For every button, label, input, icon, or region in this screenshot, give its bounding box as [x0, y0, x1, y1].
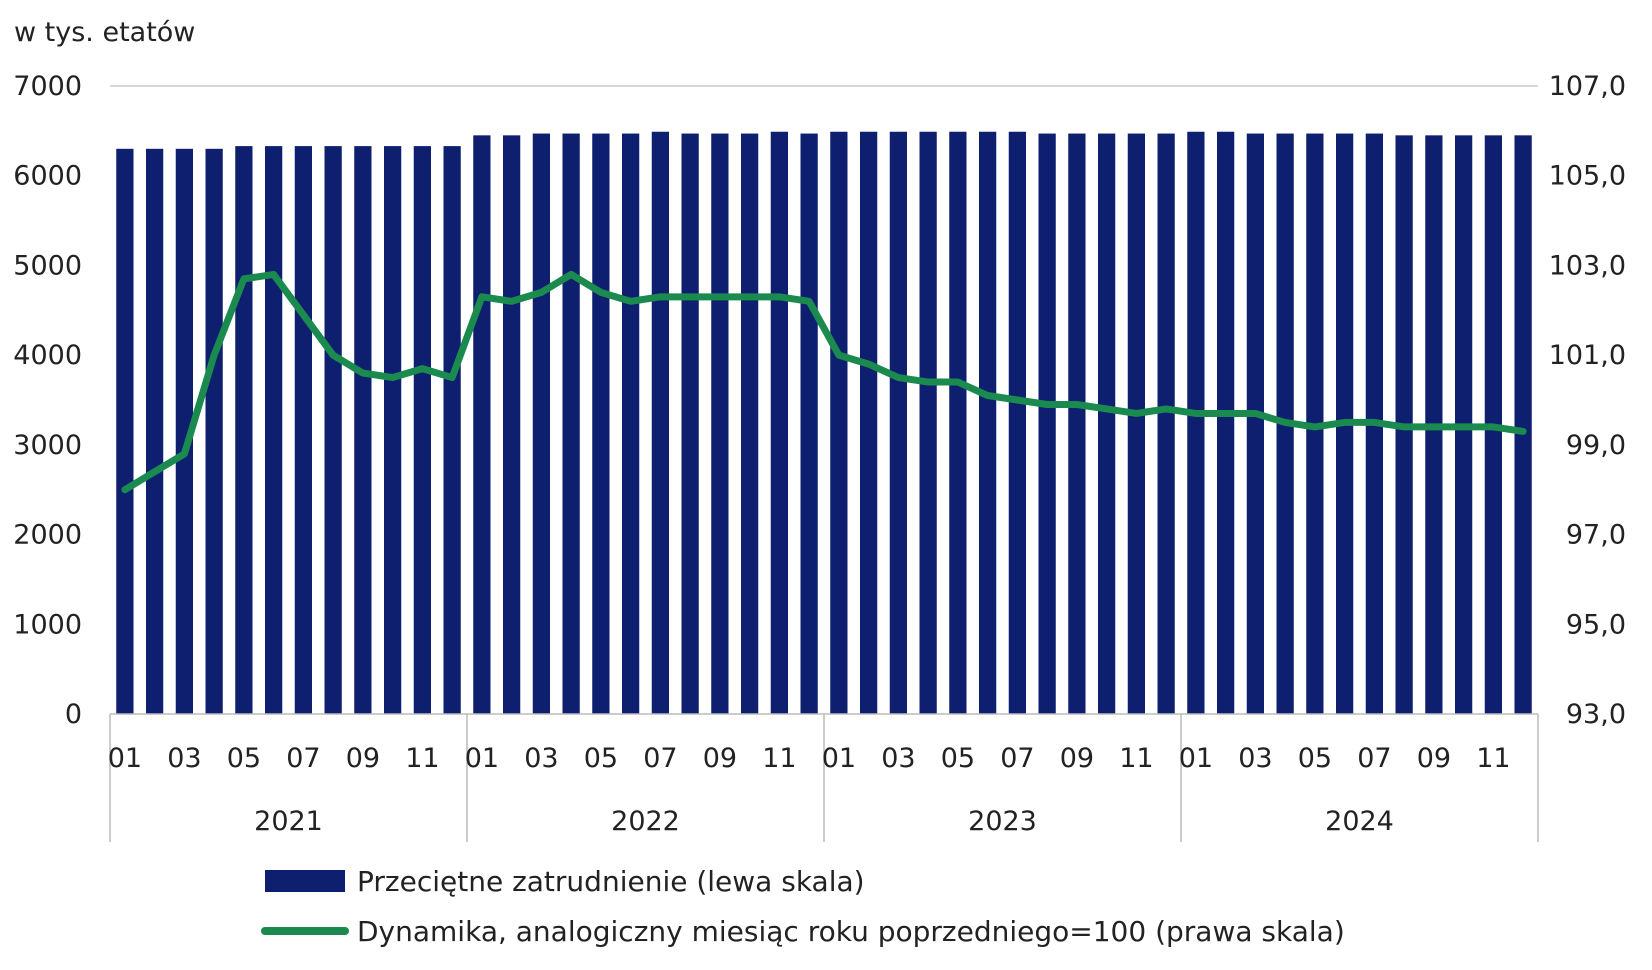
- month-label: 11: [1476, 743, 1510, 774]
- bar-2022-05: [592, 133, 610, 715]
- month-label: 01: [1179, 743, 1213, 774]
- legend-bar-swatch: [265, 870, 345, 892]
- month-label: 03: [1238, 743, 1272, 774]
- left-tick-label: 7000: [13, 71, 82, 102]
- bar-2022-07: [651, 131, 669, 714]
- month-label: 01: [822, 743, 856, 774]
- bar-2024-03: [1246, 133, 1264, 715]
- bar-2024-02: [1217, 131, 1235, 714]
- bar-2023-04: [919, 131, 937, 714]
- left-tick-label: 1000: [13, 609, 82, 640]
- left-tick-label: 0: [65, 699, 82, 730]
- bar-2023-07: [1008, 131, 1026, 714]
- left-axis-unit-label: w tys. etatów: [14, 17, 195, 48]
- month-label: 09: [346, 743, 380, 774]
- month-label: 07: [286, 743, 320, 774]
- bar-2021-10: [384, 146, 402, 715]
- left-tick-label: 2000: [13, 520, 82, 551]
- month-label: 05: [227, 743, 261, 774]
- left-tick-label: 6000: [13, 161, 82, 192]
- bar-2022-10: [741, 133, 759, 715]
- bar-2023-02: [860, 131, 878, 714]
- legend: Przeciętne zatrudnienie (lewa skala) Dyn…: [261, 865, 1345, 948]
- month-label: 11: [1119, 743, 1153, 774]
- right-tick-label: 105,0: [1549, 161, 1626, 192]
- bar-2022-11: [770, 131, 788, 714]
- bar-2021-08: [324, 146, 342, 715]
- year-label: 2023: [968, 806, 1037, 837]
- bar-2021-04: [205, 148, 223, 715]
- dynamics-line: [121, 270, 1527, 494]
- month-label: 07: [643, 743, 677, 774]
- bar-2023-09: [1068, 133, 1086, 715]
- bar-2021-03: [175, 148, 193, 715]
- month-label: 07: [1357, 743, 1391, 774]
- bar-2022-04: [562, 133, 580, 715]
- right-tick-label: 101,0: [1549, 340, 1626, 371]
- right-axis-ticks: 93,0 95,0 97,0 99,0 101,0 103,0 105,0 107,0: [1549, 71, 1626, 730]
- bar-2024-01: [1187, 131, 1205, 714]
- month-label: 09: [1417, 743, 1451, 774]
- month-label: 09: [1060, 743, 1094, 774]
- right-tick-label: 97,0: [1566, 520, 1626, 551]
- month-label: 03: [524, 743, 558, 774]
- bar-2022-08: [681, 133, 699, 715]
- year-label: 2024: [1325, 806, 1394, 837]
- right-tick-label: 93,0: [1566, 699, 1626, 730]
- bar-2022-02: [503, 135, 521, 715]
- x-axis: 01 03 05 07 09 11 2021 01 03 05 07 09 11 2022 01 03 05 07…: [108, 713, 1539, 842]
- legend-line-label: Dynamika, analogiczny miesiąc roku poprz…: [357, 915, 1345, 948]
- bar-2023-01: [830, 131, 848, 714]
- bar-2021-07: [294, 146, 312, 715]
- month-label: 09: [703, 743, 737, 774]
- legend-bar-label: Przeciętne zatrudnienie (lewa skala): [357, 865, 865, 898]
- right-tick-label: 103,0: [1549, 250, 1626, 281]
- month-label: 01: [465, 743, 499, 774]
- month-label: 05: [584, 743, 618, 774]
- bar-2023-12: [1157, 133, 1175, 715]
- left-axis-ticks: 0 1000 2000 3000 4000 5000 6000 7000: [13, 71, 82, 730]
- bar-2023-05: [949, 131, 967, 714]
- bar-2021-11: [413, 146, 431, 715]
- bar-2021-12: [443, 146, 461, 715]
- bar-2021-06: [265, 146, 283, 715]
- bar-2023-08: [1038, 133, 1056, 715]
- month-label: 03: [881, 743, 915, 774]
- bar-2021-09: [354, 146, 372, 715]
- month-label: 05: [941, 743, 975, 774]
- month-label: 03: [167, 743, 201, 774]
- month-label: 05: [1298, 743, 1332, 774]
- bar-2022-01: [473, 135, 491, 715]
- bar-2022-09: [711, 133, 729, 715]
- bar-2023-11: [1127, 133, 1145, 715]
- bar-2022-12: [800, 133, 818, 715]
- left-tick-label: 4000: [13, 340, 82, 371]
- bar-2022-06: [622, 133, 640, 715]
- dynamics-line-layer: [121, 270, 1527, 494]
- year-label: 2021: [254, 806, 323, 837]
- left-tick-label: 3000: [13, 430, 82, 461]
- bar-2021-05: [235, 146, 253, 715]
- month-label: 07: [1000, 743, 1034, 774]
- bar-2022-03: [532, 133, 550, 715]
- bar-2023-06: [979, 131, 997, 714]
- left-tick-label: 5000: [13, 250, 82, 281]
- month-label: 11: [762, 743, 796, 774]
- right-tick-label: 95,0: [1566, 609, 1626, 640]
- month-label: 01: [108, 743, 142, 774]
- year-label: 2022: [611, 806, 680, 837]
- right-tick-label: 107,0: [1549, 71, 1626, 102]
- bar-2024-12: [1514, 135, 1532, 715]
- month-label: 11: [405, 743, 439, 774]
- bar-2021-01: [116, 148, 134, 715]
- bar-2023-03: [889, 131, 907, 714]
- bar-2021-02: [146, 148, 164, 715]
- bar-2023-10: [1098, 133, 1116, 715]
- right-tick-label: 99,0: [1566, 430, 1626, 461]
